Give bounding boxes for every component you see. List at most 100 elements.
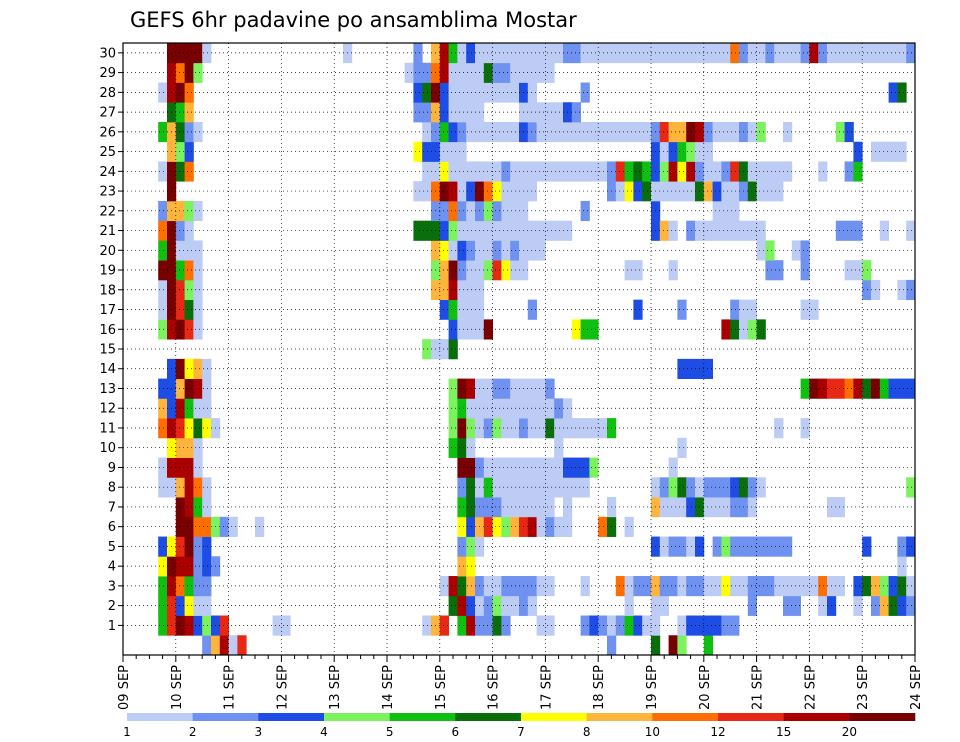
heatmap-cell [536,121,546,143]
heatmap-cell [457,516,467,537]
heatmap-cell [466,477,476,498]
x-tick-label: 20 SEP [698,665,713,710]
heatmap-cell [483,398,493,419]
heatmap-cell [527,299,537,320]
heatmap-cell [730,497,740,518]
heatmap-cell [158,240,168,261]
heatmap-cell [448,299,458,320]
heatmap-cell [906,220,916,241]
heatmap-cell [835,220,845,241]
heatmap-cell [202,358,212,380]
heatmap-cell [545,378,555,399]
heatmap-cell [501,260,511,281]
heatmap-cell [765,181,775,202]
grid-lines [123,43,915,655]
heatmap-cell [818,378,828,399]
chart-title: GEFS 6hr padavine po ansamblima Mostar [130,8,577,32]
x-tick-label: 14 SEP [381,665,396,710]
heatmap-cell [211,635,221,656]
heatmap-cell [175,378,185,399]
heatmap-cell [686,181,696,202]
heatmap-cell [448,82,458,103]
heatmap-cell [457,161,467,182]
heatmap-cell [756,240,766,261]
heatmap-cell [747,181,757,202]
heatmap-cell [527,418,537,439]
heatmap-cell [756,161,766,182]
heatmap-cell [721,319,731,340]
heatmap-cell [536,497,546,518]
heatmap-cell [175,220,185,241]
heatmap-cell [448,339,458,360]
heatmap-cell [906,576,916,597]
heatmap-cell [554,477,564,498]
heatmap-cell [703,161,713,182]
y-tick-label: 14 [99,362,116,377]
heatmap-cell [668,141,678,162]
heatmap-cell [580,161,590,182]
heatmap-cell [175,82,185,103]
heatmap-cell [193,62,203,83]
heatmap-cell [492,82,502,103]
heatmap-cell [545,220,555,241]
heatmap-cell [501,576,511,597]
heatmap-cell [835,576,845,597]
x-tick-label: 23 SEP [856,665,871,710]
heatmap-cell [158,260,168,281]
heatmap-cell [545,62,555,83]
heatmap-cell [193,437,203,458]
heatmap-cell [879,220,889,241]
heatmap-cell [492,497,502,518]
y-tick-label: 25 [99,145,116,160]
heatmap-cell [607,635,617,656]
heatmap-cell [184,260,194,281]
heatmap-cell [800,43,810,64]
heatmap-cell [492,62,502,83]
heatmap-cell [571,457,581,478]
heatmap-cell [677,299,687,320]
heatmap-cell [457,62,467,83]
heatmap-cell [721,536,731,557]
heatmap-cell [624,161,634,182]
heatmap-cell [501,378,511,399]
y-tick-label: 19 [99,264,116,279]
heatmap-cell [668,43,678,64]
heatmap-cell [510,62,520,83]
heatmap-cell [554,398,564,419]
heatmap-cell [659,121,669,143]
colorbar-label: 15 [776,725,791,739]
heatmap-cell [712,161,722,182]
heatmap-cell [668,457,678,478]
heatmap-cell [466,240,476,261]
heatmap-cell [483,457,493,478]
heatmap-cell [659,576,669,597]
heatmap-cell [809,43,819,64]
heatmap-cell [158,121,168,143]
heatmap-cell [536,240,546,261]
heatmap-cell [853,378,863,399]
heatmap-cell [175,615,185,636]
heatmap-cell [202,418,212,439]
heatmap-cell [668,220,678,241]
heatmap-cell [668,121,678,143]
heatmap-cell [184,240,194,261]
heatmap-cell [527,595,537,616]
heatmap-cell [571,418,581,439]
heatmap-cell [906,279,916,301]
heatmap-cell [439,200,449,222]
heatmap-cell [413,43,423,64]
heatmap-cell [633,161,643,182]
heatmap-cell [193,260,203,281]
y-tick-label: 30 [99,46,116,61]
heatmap-cell [730,161,740,182]
colorbar-label: 12 [710,725,725,739]
y-tick-label: 20 [99,244,116,259]
heatmap-cell [439,279,449,301]
heatmap-cell [879,43,889,64]
heatmap-cell [466,595,476,616]
heatmap-cell [545,516,555,537]
heatmap-cell [510,398,520,419]
heatmap-cell [228,516,238,537]
heatmap-cell [615,43,625,64]
heatmap-cell [545,43,555,64]
